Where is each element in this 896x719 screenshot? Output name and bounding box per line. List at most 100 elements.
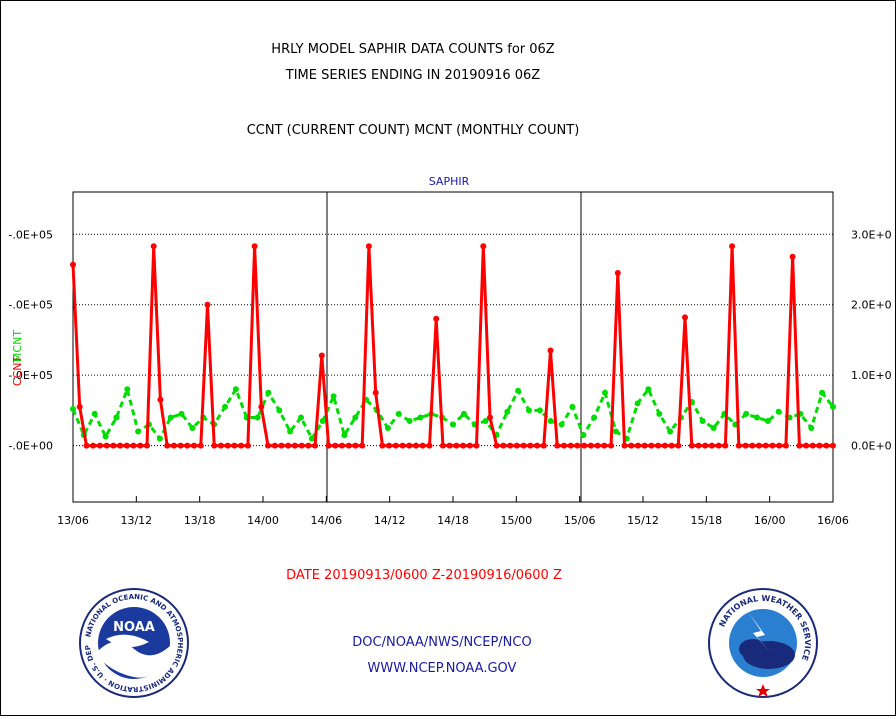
series-ccnt-point [453,442,460,449]
series-ccnt-point [157,396,164,403]
noaa-logo-text: NOAA [113,620,155,635]
series-ccnt-point [466,442,473,449]
series-mcnt-point [308,435,315,442]
x-tick-label: 16/00 [754,514,786,527]
series-ccnt [70,243,836,449]
series-ccnt-point [170,442,177,449]
agency-text: DOC/NOAA/NWS/NCEP/NCO [352,635,531,650]
x-tick-label: 15/06 [564,514,596,527]
series-ccnt-point [379,442,386,449]
series-ccnt-point [285,442,292,449]
series-ccnt-point [258,403,265,410]
series-ccnt-point [392,442,399,449]
series-ccnt-point [830,442,836,449]
series-mcnt-point [450,421,456,428]
series-ccnt-point [803,442,810,449]
series-ccnt-point [224,442,231,449]
series-ccnt-point [480,243,487,250]
series-mcnt-point [167,414,174,421]
series-ccnt-point [110,442,117,449]
series-ccnt-point [238,442,245,449]
series-ccnt-point [332,442,339,449]
series-ccnt-point [500,442,507,449]
x-tick-label: 15/18 [690,514,722,527]
series-ccnt-line [71,246,833,448]
series-ccnt-point [581,442,588,449]
x-tick-label: 13/12 [120,514,152,527]
series-ccnt-point [601,442,608,449]
series-ccnt-point [540,442,547,449]
nws-logo: NATIONAL WEATHER SERVICE [708,588,818,698]
series-mcnt-point [124,386,131,393]
series-mcnt-point [526,407,532,414]
plot-area-border [72,191,834,503]
series-mcnt-point [569,403,576,410]
series-mcnt-point [764,418,771,424]
series-mcnt-point [254,414,261,421]
series-ccnt-point [493,442,500,449]
series-ccnt-point [668,442,675,449]
left-tick-label: -.0E+05 [8,228,53,241]
series-ccnt-point [675,442,682,449]
series-ccnt-point [796,442,803,449]
series-ccnt-point [628,442,635,449]
series-ccnt-point [473,442,480,449]
series-ccnt-point [83,442,90,449]
series-ccnt-point [312,442,319,449]
series-ccnt-point [547,347,554,354]
series-ccnt-point [150,243,157,250]
series-ccnt-point [769,442,776,449]
series-ccnt-point [614,270,621,276]
x-tick-label: 14/18 [437,514,469,527]
series-ccnt-point [271,442,278,449]
chart-title: HRLY MODEL SAPHIR DATA COUNTS for 06Z [271,42,554,57]
series-mcnt-point [602,389,608,396]
series-ccnt-point [655,442,662,449]
x-tick-label: 13/18 [184,514,216,527]
x-tick-label: 15/00 [500,514,532,527]
series-ccnt-point [608,442,615,449]
series-mcnt-point [222,403,228,410]
left-tick-label: -.0E+05 [8,369,53,382]
left-tick-label: -.0E+00 [8,440,53,453]
series-ccnt-point [682,314,688,321]
series-ccnt-point [291,442,298,449]
right-tick-label: 0.0E+0 [851,440,892,453]
series-mcnt-line [71,384,835,442]
right-axis-ticks: 0.0E+0 1.0E+0 2.0E+0 3.0E+0 [851,228,892,452]
series-ccnt-point [265,442,271,449]
series-mcnt-point [819,389,826,396]
series-ccnt-point [635,442,641,449]
series-ccnt-point [90,442,97,449]
series-mcnt-point [352,414,359,421]
mcnt-axis-label: MCNT [11,330,24,362]
panel-label: SAPHIR [429,175,470,188]
series-ccnt-point [513,442,520,449]
series-ccnt-point [762,442,769,449]
series-ccnt-point [809,442,816,449]
series-ccnt-point [426,442,433,449]
series-mcnt-point [808,425,815,431]
series-ccnt-point [197,442,204,449]
series-ccnt-point [123,442,130,449]
series-ccnt-point [191,442,198,449]
series-mcnt-point [504,408,511,415]
series-ccnt-point [76,403,83,410]
x-tick-label: 14/12 [374,514,406,527]
series-ccnt-point [688,442,695,449]
series-ccnt-point [708,442,715,449]
series-ccnt-point [735,442,742,449]
series-ccnt-point [621,442,628,449]
series-mcnt-point [667,428,674,435]
series-mcnt-point [298,414,304,421]
series-ccnt-point [218,442,224,449]
series-ccnt-point [641,442,648,449]
series-ccnt-point [587,442,594,449]
series-ccnt-point [406,442,413,449]
series-mcnt-point [417,414,424,421]
noaa-logo: NOAA NATIONAL OCEANIC AND ATMOSPHERIC AD… [0,0,189,698]
x-axis-ticks: 13/06 13/12 13/18 14/00 14/06 14/12 14/18 15/00… [57,496,849,527]
date-range: DATE 20190913/0600 Z-20190916/0600 Z [286,568,562,583]
website-link[interactable]: WWW.NCEP.NOAA.GOV [368,661,517,676]
series-mcnt-point [460,410,467,417]
